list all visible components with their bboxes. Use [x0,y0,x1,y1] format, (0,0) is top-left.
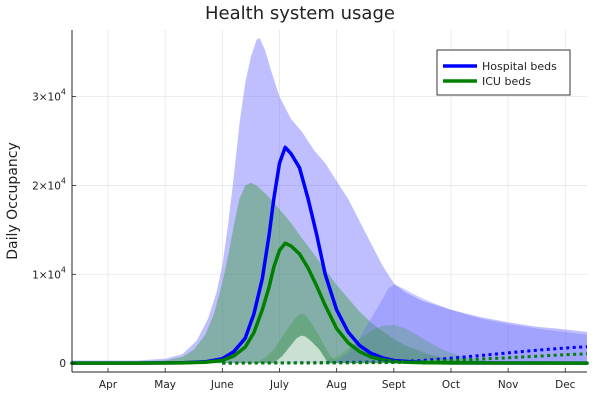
y-axis-label: Daily Occupancy [5,142,21,259]
legend-label-icu: ICU beds [482,75,531,88]
x-tick-label-2: June [210,379,234,391]
band-0 [72,38,587,364]
band-1 [72,182,587,364]
x-tick-label-4: Aug [326,379,347,391]
x-tick-label-3: July [269,379,289,391]
y-tick-label-3: 3×104 [32,88,66,104]
x-tick-label-5: Sept [382,379,406,391]
band-5 [273,335,329,364]
x-tick-label-6: Oct [442,379,460,391]
series-lines [70,145,589,365]
tick-labels: Apr May June July Aug Sept Oct Nov Dec 0 1×104 2×10… [32,88,576,391]
x-tick-label-1: May [154,379,176,391]
legend-label-hospital: Hospital beds [482,60,557,73]
y-tick-label-1: 1×104 [32,265,66,281]
band-2 [325,284,587,364]
chart-title: Health system usage [205,3,395,24]
y-tick-label-2: 2×104 [32,176,66,192]
x-tick-label-0: Apr [99,379,118,391]
series-dotted-3 [222,352,588,365]
x-tick-label-7: Nov [498,379,519,391]
axes [71,30,587,373]
legend-box [436,49,571,96]
y-tick-label-0: 0 [59,358,66,370]
series-dotted-2 [222,345,588,365]
legend: Hospital beds ICU beds [436,49,571,96]
series-line-1 [70,241,589,365]
x-tick-label-8: Dec [555,379,576,391]
